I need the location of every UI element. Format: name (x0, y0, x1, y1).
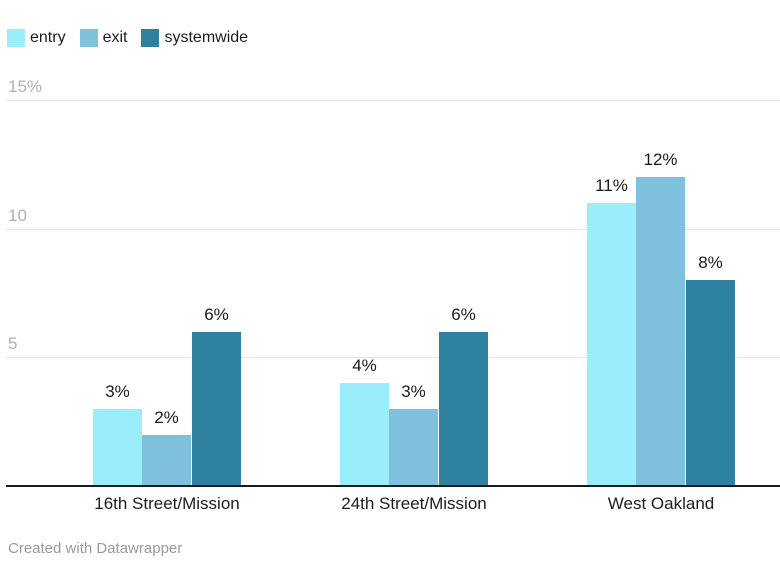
y-tick-label-5: 5 (8, 334, 18, 353)
value-label-systemwide-1: 6% (451, 305, 476, 324)
x-axis-baseline (6, 485, 780, 487)
value-label-entry-0: 3% (105, 382, 130, 401)
bar-systemwide-2 (686, 280, 735, 486)
bar-entry-0 (93, 409, 142, 486)
category-label-0: 16th Street/Mission (94, 494, 240, 513)
legend-item-exit: exit (79, 29, 128, 47)
value-label-systemwide-0: 6% (204, 305, 229, 324)
chart-credit: Created with Datawrapper (8, 540, 183, 557)
y-tick-label-10: 10 (8, 206, 27, 225)
category-label-1: 24th Street/Mission (341, 494, 487, 513)
legend-swatch-entry (7, 29, 25, 47)
legend-item-entry: entry (7, 29, 66, 47)
bar-exit-2 (636, 177, 685, 486)
value-label-entry-1: 4% (352, 356, 377, 375)
chart-legend: entry exit systemwide (7, 29, 262, 47)
bar-entry-2 (587, 203, 636, 486)
bar-systemwide-0 (192, 332, 241, 486)
legend-swatch-exit (79, 29, 98, 47)
legend-item-systemwide: systemwide (141, 29, 248, 47)
legend-label-entry: entry (30, 29, 66, 46)
bar-exit-1 (389, 409, 438, 486)
category-label-2: West Oakland (607, 494, 715, 513)
bar-exit-0 (142, 435, 191, 486)
legend-label-exit: exit (102, 29, 128, 46)
y-gridline-5 (6, 357, 780, 358)
legend-swatch-systemwide (141, 29, 160, 47)
y-tick-label-15: 15% (8, 77, 43, 96)
y-gridline-15 (6, 100, 780, 101)
value-label-exit-2: 12% (643, 150, 678, 169)
y-gridline-10 (6, 229, 780, 230)
value-label-exit-0: 2% (154, 408, 179, 427)
value-label-entry-2: 11% (595, 176, 628, 195)
bar-systemwide-1 (439, 332, 488, 486)
value-label-systemwide-2: 8% (698, 253, 723, 272)
bar-entry-1 (340, 383, 389, 486)
value-label-exit-1: 3% (401, 382, 426, 401)
legend-label-systemwide: systemwide (164, 29, 249, 46)
